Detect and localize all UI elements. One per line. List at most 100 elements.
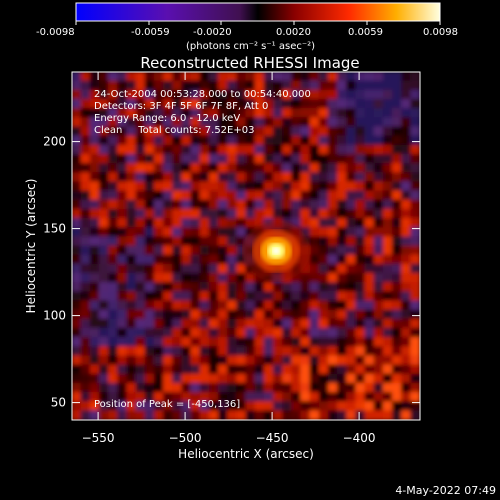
heatmap-cell — [272, 373, 284, 384]
heatmap-cell — [346, 190, 357, 201]
heatmap-cell — [337, 144, 348, 155]
heatmap-cell — [291, 144, 302, 155]
heatmap-cell — [327, 346, 339, 357]
heatmap-cell — [172, 126, 183, 137]
heatmap-cell — [382, 117, 394, 128]
heatmap-cell — [208, 355, 220, 366]
heatmap-cell — [410, 272, 420, 284]
heatmap-cell — [254, 272, 265, 284]
heatmap-cell — [346, 254, 357, 265]
heatmap-cell — [153, 282, 165, 293]
heatmap-cell — [190, 327, 201, 339]
heatmap-cell — [135, 199, 146, 210]
heatmap-cell — [72, 126, 82, 137]
heatmap-cell — [208, 199, 220, 210]
heatmap-cell — [117, 373, 128, 384]
heatmap-cell — [172, 227, 183, 238]
heatmap-cell — [346, 337, 357, 348]
heatmap-cell — [98, 373, 110, 384]
heatmap-cell — [309, 410, 320, 420]
heatmap-cell — [72, 327, 82, 339]
heatmap-cell — [135, 300, 146, 311]
heatmap-cell — [410, 117, 420, 128]
heatmap-cell — [382, 80, 394, 91]
heatmap-cell — [80, 245, 91, 256]
heatmap-cell — [392, 346, 403, 357]
heatmap-cell — [117, 236, 128, 247]
heatmap-cell — [245, 208, 256, 220]
heatmap-cell — [144, 218, 155, 229]
heatmap-cell — [245, 199, 256, 210]
heatmap-cell — [163, 373, 174, 384]
heatmap-cell — [245, 181, 256, 192]
heatmap-cell — [126, 346, 137, 357]
heatmap-cell — [172, 144, 183, 155]
heatmap-cell — [382, 392, 394, 403]
heatmap-cell — [135, 364, 146, 375]
heatmap-cell — [254, 346, 265, 357]
heatmap-cell — [392, 208, 403, 220]
heatmap-cell — [382, 181, 394, 192]
heatmap-cell — [199, 236, 210, 247]
heatmap-cell — [263, 108, 274, 119]
heatmap-cell — [208, 153, 220, 165]
heatmap-cell — [153, 364, 165, 375]
heatmap-cell — [98, 208, 110, 220]
heatmap-cell — [80, 263, 91, 274]
heatmap-cell — [172, 373, 183, 384]
heatmap-cell — [181, 190, 192, 201]
heatmap-cell — [337, 327, 348, 339]
heatmap-cell — [227, 126, 238, 137]
heatmap-cell — [282, 126, 293, 137]
heatmap-cell — [373, 291, 384, 302]
heatmap-cell — [254, 373, 265, 384]
heatmap-cell — [117, 382, 128, 394]
heatmap-cell — [181, 245, 192, 256]
heatmap-cell — [153, 199, 165, 210]
heatmap-cell — [190, 346, 201, 357]
heatmap-cell — [190, 245, 201, 256]
heatmap-cell — [327, 254, 339, 265]
heatmap-cell — [126, 126, 137, 137]
heatmap-cell — [245, 300, 256, 311]
heatmap-cell — [373, 254, 384, 265]
heatmap-cell — [346, 300, 357, 311]
x-tick-label: −500 — [169, 431, 202, 445]
heatmap-cell — [392, 263, 403, 274]
heatmap-cell — [163, 318, 174, 329]
heatmap-cell — [208, 382, 220, 394]
heatmap-cell — [135, 373, 146, 384]
heatmap-cell — [300, 117, 311, 128]
heatmap-cell — [190, 236, 201, 247]
heatmap-cell — [346, 282, 357, 293]
heatmap-cell — [172, 98, 183, 110]
heatmap-cell — [218, 309, 229, 320]
heatmap-cell — [135, 218, 146, 229]
heatmap-cell — [218, 218, 229, 229]
heatmap-cell — [199, 153, 210, 165]
heatmap-cell — [227, 245, 238, 256]
heatmap-cell — [181, 117, 192, 128]
heatmap-cell — [236, 208, 247, 220]
heatmap-cell — [199, 208, 210, 220]
heatmap-cell — [126, 190, 137, 201]
heatmap-cell — [98, 245, 110, 256]
heatmap-cell — [373, 72, 384, 82]
heatmap-cell — [355, 135, 366, 146]
heatmap-cell — [218, 172, 229, 183]
heatmap-cell — [227, 153, 238, 165]
heatmap-cell — [410, 300, 420, 311]
heatmap-cell — [218, 364, 229, 375]
colorbar-unit-label: (photons cm⁻² s⁻¹ asec⁻²) — [186, 41, 315, 52]
heatmap-cell — [401, 254, 412, 265]
heatmap-cell — [208, 181, 220, 192]
heatmap-cell — [392, 190, 403, 201]
heatmap-cell — [163, 89, 174, 100]
heatmap-cell — [355, 172, 366, 183]
heatmap-cell — [355, 272, 366, 284]
heatmap-cell — [126, 236, 137, 247]
heatmap-cell — [401, 72, 412, 82]
heatmap-cell — [236, 282, 247, 293]
heatmap-cell — [153, 337, 165, 348]
heatmap-cell — [245, 135, 256, 146]
